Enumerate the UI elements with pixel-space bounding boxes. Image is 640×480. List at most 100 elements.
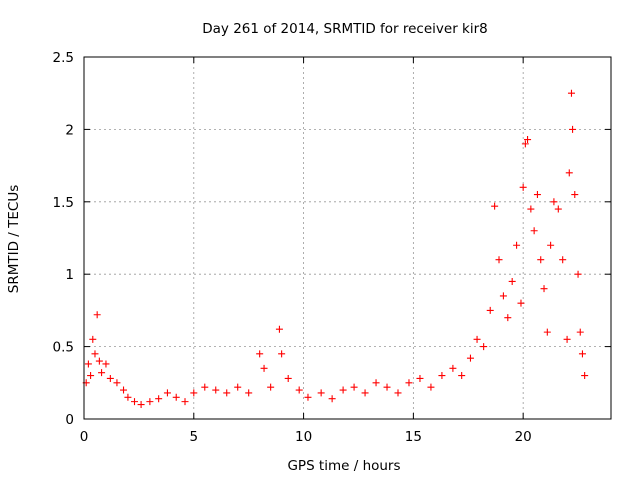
- data-point: [576, 328, 584, 336]
- data-point: [394, 389, 402, 397]
- data-point: [513, 241, 521, 249]
- data-point: [350, 383, 358, 391]
- data-point: [137, 401, 145, 409]
- y-tick-label: 0: [65, 412, 74, 428]
- data-point: [260, 364, 268, 372]
- y-tick-label: 1.5: [53, 195, 74, 211]
- data-point: [559, 256, 567, 264]
- data-point: [521, 140, 529, 148]
- data-point: [223, 389, 231, 397]
- y-tick-label: 2.5: [53, 50, 74, 66]
- data-point: [181, 398, 189, 406]
- data-point: [491, 202, 499, 210]
- data-point: [550, 198, 558, 206]
- data-point: [93, 311, 101, 319]
- data-point: [554, 205, 562, 213]
- data-point: [87, 372, 95, 380]
- data-point: [295, 386, 303, 394]
- x-axis-ticks: 0 5 10 15 20: [80, 57, 532, 445]
- y-axis-label: SRMTID / TECUs: [6, 185, 22, 293]
- data-point: [212, 386, 220, 394]
- data-point: [275, 325, 283, 333]
- data-point: [504, 314, 512, 322]
- x-tick-label: 15: [405, 429, 422, 445]
- data-point: [578, 350, 586, 358]
- data-point: [569, 125, 577, 133]
- x-tick-label: 10: [295, 429, 312, 445]
- data-point: [519, 183, 527, 191]
- data-point: [201, 383, 209, 391]
- data-point: [480, 343, 488, 351]
- y-tick-label: 1: [65, 267, 74, 283]
- chart-title: Day 261 of 2014, SRMTID for receiver kir…: [202, 21, 488, 37]
- data-point: [533, 191, 541, 199]
- data-point: [146, 398, 154, 406]
- data-point: [571, 191, 579, 199]
- data-point: [84, 360, 92, 368]
- data-point: [473, 335, 481, 343]
- data-point: [486, 306, 494, 314]
- data-point: [163, 389, 171, 397]
- data-point: [120, 386, 128, 394]
- data-point: [537, 256, 545, 264]
- x-tick-label: 5: [189, 429, 198, 445]
- data-point: [267, 383, 275, 391]
- data-point: [328, 395, 336, 403]
- data-point: [278, 350, 286, 358]
- data-point: [102, 360, 110, 368]
- data-point: [567, 89, 575, 97]
- data-point: [89, 335, 97, 343]
- data-point: [155, 395, 163, 403]
- data-point: [438, 372, 446, 380]
- data-point: [508, 277, 516, 285]
- data-point: [547, 241, 555, 249]
- grid-lines: [84, 57, 611, 419]
- data-point: [527, 205, 535, 213]
- data-point: [383, 383, 391, 391]
- data-point: [372, 379, 380, 387]
- data-point: [106, 374, 114, 382]
- data-point: [256, 350, 264, 358]
- data-points: [82, 89, 589, 409]
- data-point: [449, 364, 457, 372]
- data-point: [361, 389, 369, 397]
- data-point: [495, 256, 503, 264]
- data-point: [245, 389, 253, 397]
- data-point: [234, 383, 242, 391]
- x-axis-label: GPS time / hours: [287, 458, 400, 474]
- data-point: [284, 374, 292, 382]
- data-point: [499, 292, 507, 300]
- data-point: [466, 354, 474, 362]
- data-point: [190, 389, 198, 397]
- data-point: [416, 374, 424, 382]
- data-point: [530, 227, 538, 235]
- data-point: [172, 393, 180, 401]
- data-point: [543, 328, 551, 336]
- data-point: [131, 398, 139, 406]
- data-point: [95, 357, 103, 365]
- data-point: [574, 270, 582, 278]
- plot-frame: [83, 56, 612, 420]
- data-point: [304, 393, 312, 401]
- x-tick-label: 0: [80, 429, 89, 445]
- data-point: [339, 386, 347, 394]
- data-point: [98, 369, 106, 377]
- y-axis-ticks: 0 0.5 1 1.5 2 2.5: [53, 50, 611, 428]
- data-point: [540, 285, 548, 293]
- data-point: [124, 393, 132, 401]
- data-point: [517, 299, 525, 307]
- x-tick-label: 20: [515, 429, 532, 445]
- data-point: [581, 372, 589, 380]
- data-point: [565, 169, 573, 177]
- y-tick-label: 0.5: [53, 340, 74, 356]
- data-point: [405, 379, 413, 387]
- y-tick-label: 2: [65, 122, 74, 138]
- data-point: [563, 335, 571, 343]
- data-point: [113, 379, 121, 387]
- data-point: [317, 389, 325, 397]
- data-point: [91, 350, 99, 358]
- data-point: [458, 372, 466, 380]
- data-point: [427, 383, 435, 391]
- data-point: [524, 136, 532, 144]
